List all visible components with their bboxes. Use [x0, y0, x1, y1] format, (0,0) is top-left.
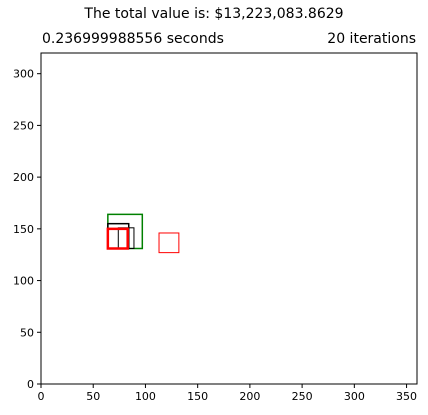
chart-title: The total value is: $13,223,083.8629	[84, 6, 344, 22]
y-tick-label: 150	[13, 223, 34, 236]
x-tick-label: 100	[135, 390, 156, 403]
rectangle-marks	[106, 213, 180, 254]
y-tick-label: 200	[13, 171, 34, 184]
x-axis: 0 50 100 150 200 250 300 350	[38, 384, 417, 403]
red-rectangle	[106, 227, 129, 250]
x-tick-label: 0	[38, 390, 45, 403]
x-tick-label: 300	[344, 390, 365, 403]
y-tick-label: 100	[13, 275, 34, 288]
iterations-label: 20 iterations	[327, 31, 416, 47]
y-tick-label: 250	[13, 119, 34, 132]
y-tick-label: 0	[27, 378, 34, 391]
x-tick-label: 250	[292, 390, 313, 403]
elapsed-time-label: 0.236999988556 seconds	[42, 31, 224, 47]
red-rectangle	[158, 232, 180, 254]
axes-frame	[40, 52, 418, 385]
x-tick-label: 50	[86, 390, 100, 403]
black-rectangle	[117, 227, 135, 249]
green-rectangle	[107, 213, 144, 250]
x-tick-label: 350	[396, 390, 417, 403]
y-tick-label: 300	[13, 68, 34, 81]
y-tick-label: 50	[20, 326, 34, 339]
x-tick-label: 150	[187, 390, 208, 403]
x-tick-label: 200	[239, 390, 260, 403]
y-axis: 0 50 100 150 200 250 300	[13, 68, 41, 391]
